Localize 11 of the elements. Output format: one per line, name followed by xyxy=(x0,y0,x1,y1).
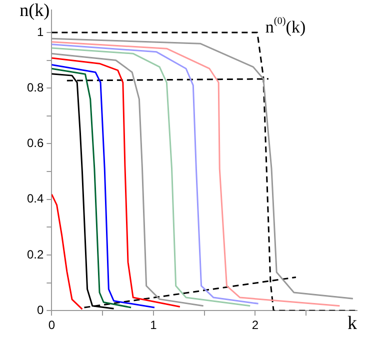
x-tick-label: 0 xyxy=(48,318,56,332)
y-axis-title: n(k) xyxy=(20,0,50,20)
y-tick-label: 0.6 xyxy=(26,136,44,150)
y-tick-label: 0 xyxy=(36,302,44,317)
x-tick-label: 2 xyxy=(252,318,259,332)
y-tick-label: 0.4 xyxy=(26,192,44,206)
y-tick-label: 0.2 xyxy=(26,247,44,262)
y-tick-label: 0.8 xyxy=(26,80,44,94)
x-axis-title: k xyxy=(348,313,358,334)
x-tick-label: 1 xyxy=(150,318,158,332)
y-tick-label: 1 xyxy=(36,24,44,39)
